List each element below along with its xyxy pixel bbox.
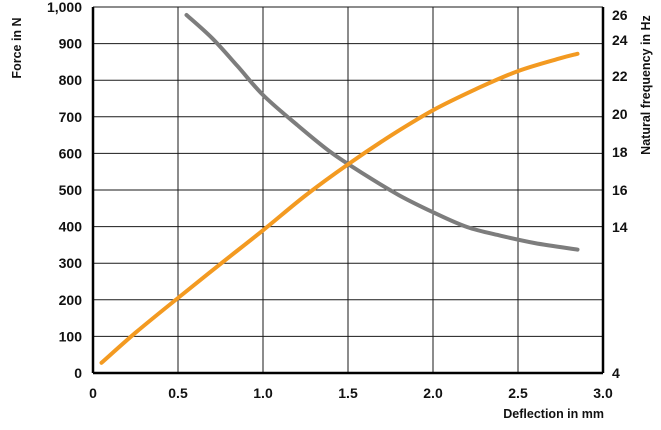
force-curve	[99, 51, 580, 365]
grid	[91, 6, 605, 375]
y2-tick-label: 22	[612, 68, 628, 84]
y-tick-label: 400	[59, 219, 83, 235]
y-axis-ticks: 0 100 200 300 400 500 600 700 800 900 1,000	[47, 0, 82, 381]
frequency-curve	[184, 13, 580, 252]
y-tick-label: 200	[59, 292, 83, 308]
y2-tick-label: 26	[612, 7, 628, 23]
x-tick-label: 0.5	[168, 385, 188, 401]
y-tick-label: 100	[59, 328, 83, 344]
x-axis-title: Deflection in mm	[503, 407, 604, 421]
y2-tick-label: 14	[612, 219, 628, 235]
y-axis-title: Force in N	[10, 17, 24, 78]
x-tick-label: 1.0	[253, 385, 273, 401]
y2-tick-label: 18	[612, 144, 628, 160]
x-tick-label: 2.0	[423, 385, 443, 401]
y-tick-label: 500	[59, 182, 83, 198]
x-tick-label: 0	[89, 385, 97, 401]
y2-tick-label: 16	[612, 182, 628, 198]
y2-tick-label: 20	[612, 106, 628, 122]
y2-tick-label: 24	[612, 32, 628, 48]
x-tick-label: 2.5	[508, 385, 528, 401]
y-tick-label: 900	[59, 36, 83, 52]
y-tick-label: 700	[59, 109, 83, 125]
y-tick-label: 0	[74, 365, 82, 381]
y2-tick-label: 4	[612, 365, 620, 381]
y-tick-label: 800	[59, 72, 83, 88]
series-lines	[99, 13, 580, 365]
y-tick-label: 600	[59, 145, 83, 161]
x-tick-label: 1.5	[338, 385, 358, 401]
y2-axis-title: Natural frequency in Hz	[639, 15, 653, 155]
y2-axis-ticks: 4 14 16 18 20 22 24 26	[612, 7, 628, 381]
y-tick-label: 300	[59, 255, 83, 271]
x-tick-label: 3.0	[593, 385, 613, 401]
y-tick-label: 1,000	[47, 0, 82, 15]
x-axis-ticks: 0 0.5 1.0 1.5 2.0 2.5 3.0	[89, 385, 613, 401]
